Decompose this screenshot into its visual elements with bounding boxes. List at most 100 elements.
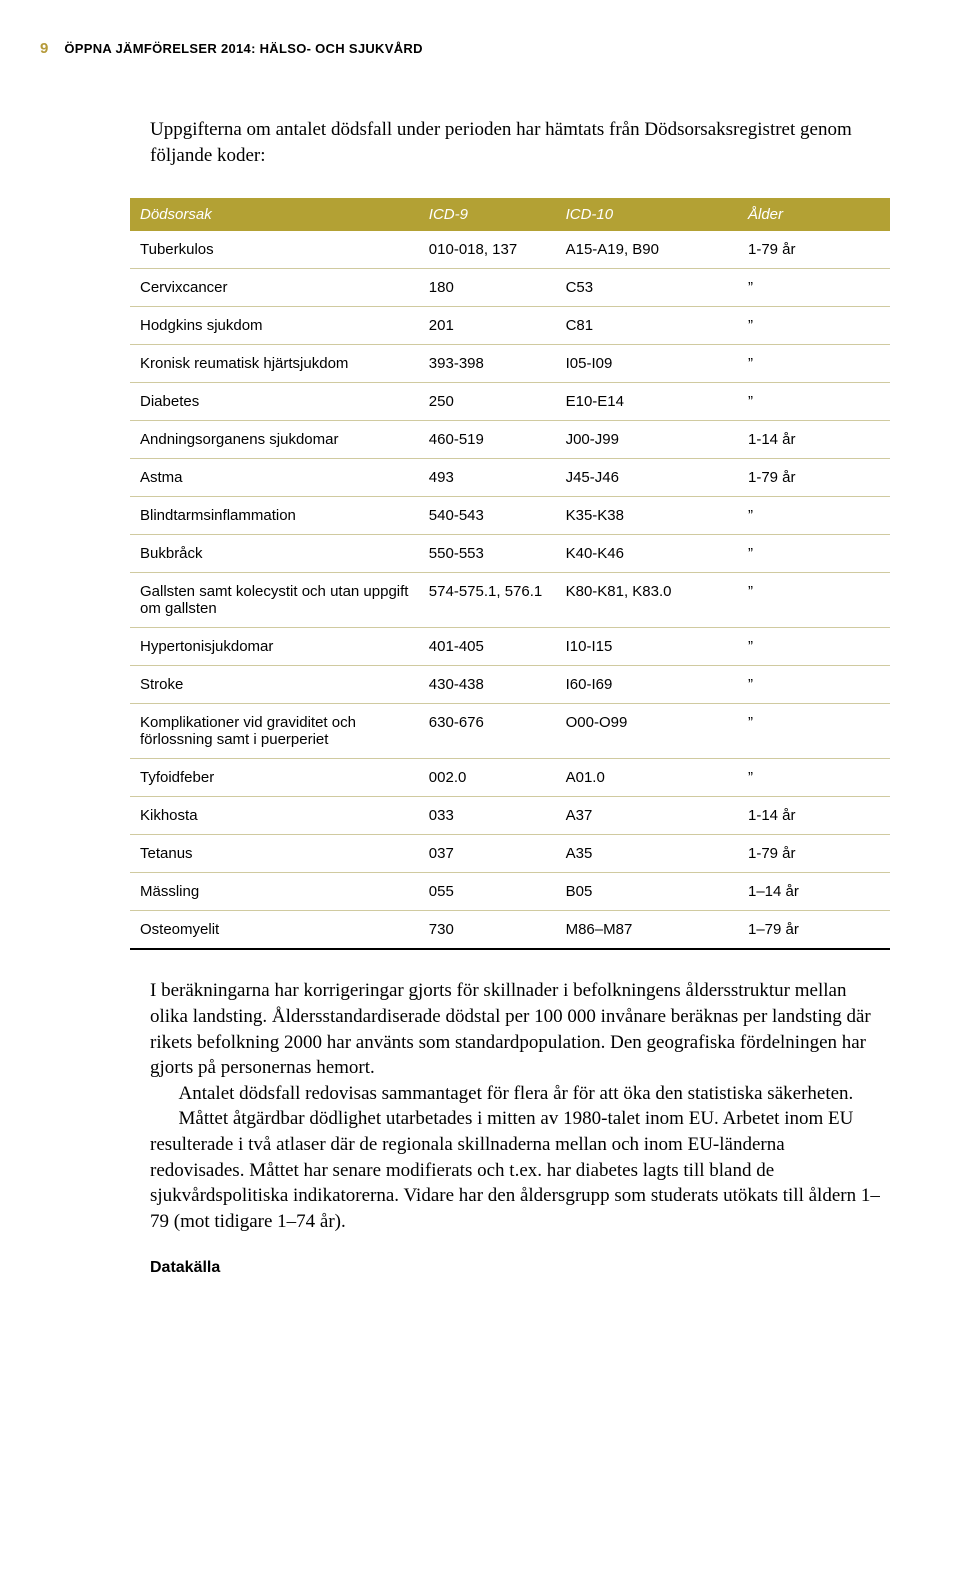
table-row: Astma493J45-J461-79 år (130, 459, 890, 497)
table-cell: ” (738, 383, 890, 421)
table-cell: K35-K38 (556, 497, 738, 535)
table-cell: 180 (419, 269, 556, 307)
table-cell: 1-79 år (738, 231, 890, 269)
table-cell: Andningsorganens sjukdomar (130, 421, 419, 459)
table-cell: E10-E14 (556, 383, 738, 421)
th-icd9: ICD-9 (419, 198, 556, 231)
table-cell: Hypertonisjukdomar (130, 628, 419, 666)
table-cell: K80-K81, K83.0 (556, 573, 738, 628)
th-age: Ålder (738, 198, 890, 231)
table-row: Tuberkulos010-018, 137A15-A19, B901-79 å… (130, 231, 890, 269)
table-cell: 1-14 år (738, 421, 890, 459)
paragraph-2: Antalet dödsfall redovisas sammantaget f… (150, 1081, 880, 1107)
table-cell: 630-676 (419, 704, 556, 759)
table-cell: 574-575.1, 576.1 (419, 573, 556, 628)
body-text: I beräkningarna har korrigeringar gjorts… (150, 978, 880, 1234)
table-cell: 1–14 år (738, 873, 890, 911)
table-cell: 002.0 (419, 759, 556, 797)
page-header: 9 ÖPPNA JÄMFÖRELSER 2014: HÄLSO- OCH SJU… (40, 40, 880, 57)
table-cell: A15-A19, B90 (556, 231, 738, 269)
table-row: Diabetes250E10-E14” (130, 383, 890, 421)
table-cell: A35 (556, 835, 738, 873)
table-cell: Gallsten samt kolecystit och utan uppgif… (130, 573, 419, 628)
table-cell: ” (738, 497, 890, 535)
table-cell: 1–79 år (738, 911, 890, 950)
table-cell: I05-I09 (556, 345, 738, 383)
table-row: Stroke430-438I60-I69” (130, 666, 890, 704)
table-cell: A37 (556, 797, 738, 835)
table-cell: Tyfoidfeber (130, 759, 419, 797)
table-cell: B05 (556, 873, 738, 911)
paragraph-3: Måttet åtgärdbar dödlighet utarbetades i… (150, 1106, 880, 1234)
table-cell: M86–M87 (556, 911, 738, 950)
table-cell: 430-438 (419, 666, 556, 704)
table-row: Mässling055B051–14 år (130, 873, 890, 911)
table-cell: 730 (419, 911, 556, 950)
table-cell: O00-O99 (556, 704, 738, 759)
table-row: Komplikationer vid graviditet och förlos… (130, 704, 890, 759)
th-cause: Dödsorsak (130, 198, 419, 231)
table-body: Tuberkulos010-018, 137A15-A19, B901-79 å… (130, 231, 890, 949)
table-cell: ” (738, 666, 890, 704)
table-cell: A01.0 (556, 759, 738, 797)
table-cell: 1-14 år (738, 797, 890, 835)
table-cell: ” (738, 759, 890, 797)
table-cell: I60-I69 (556, 666, 738, 704)
table-cell: Diabetes (130, 383, 419, 421)
table-cell: K40-K46 (556, 535, 738, 573)
table-cell: I10-I15 (556, 628, 738, 666)
table-cell: 1-79 år (738, 835, 890, 873)
table-cell: C53 (556, 269, 738, 307)
table-cell: Stroke (130, 666, 419, 704)
table-cell: 550-553 (419, 535, 556, 573)
table-cell: J00-J99 (556, 421, 738, 459)
table-row: Hodgkins sjukdom201C81” (130, 307, 890, 345)
table-cell: Komplikationer vid graviditet och förlos… (130, 704, 419, 759)
table-cell: 055 (419, 873, 556, 911)
table-cell: 401-405 (419, 628, 556, 666)
table-row: Cervixcancer180C53” (130, 269, 890, 307)
table-row: Andningsorganens sjukdomar460-519J00-J99… (130, 421, 890, 459)
table-cell: 010-018, 137 (419, 231, 556, 269)
table-cell: 493 (419, 459, 556, 497)
table-cell: ” (738, 535, 890, 573)
table-cell: 250 (419, 383, 556, 421)
table-cell: ” (738, 704, 890, 759)
table-cell: ” (738, 269, 890, 307)
data-source-heading: Datakälla (150, 1259, 880, 1277)
table-cell: 033 (419, 797, 556, 835)
document-title: ÖPPNA JÄMFÖRELSER 2014: HÄLSO- OCH SJUKV… (64, 41, 422, 56)
page-number: 9 (40, 40, 48, 57)
table-cell: 201 (419, 307, 556, 345)
table-cell: Hodgkins sjukdom (130, 307, 419, 345)
table-cell: 393-398 (419, 345, 556, 383)
table-row: Gallsten samt kolecystit och utan uppgif… (130, 573, 890, 628)
table-cell: ” (738, 307, 890, 345)
table-cell: ” (738, 573, 890, 628)
table-cell: 460-519 (419, 421, 556, 459)
table-row: Tetanus037A351-79 år (130, 835, 890, 873)
table-cell: J45-J46 (556, 459, 738, 497)
table-cell: Mässling (130, 873, 419, 911)
table-cell: Blindtarmsinflammation (130, 497, 419, 535)
table-cell: Cervixcancer (130, 269, 419, 307)
table-header-row: Dödsorsak ICD-9 ICD-10 Ålder (130, 198, 890, 231)
table-cell: Tetanus (130, 835, 419, 873)
table-row: Kronisk reumatisk hjärtsjukdom393-398I05… (130, 345, 890, 383)
table-row: Hypertonisjukdomar401-405I10-I15” (130, 628, 890, 666)
table-cell: 037 (419, 835, 556, 873)
table-cell: Astma (130, 459, 419, 497)
table-cell: Tuberkulos (130, 231, 419, 269)
table-row: Tyfoidfeber002.0A01.0” (130, 759, 890, 797)
table-cell: Bukbråck (130, 535, 419, 573)
intro-paragraph: Uppgifterna om antalet dödsfall under pe… (150, 117, 880, 168)
table-cell: ” (738, 345, 890, 383)
table-cell: 540-543 (419, 497, 556, 535)
codes-table: Dödsorsak ICD-9 ICD-10 Ålder Tuberkulos0… (130, 198, 890, 950)
table-cell: Osteomyelit (130, 911, 419, 950)
table-cell: C81 (556, 307, 738, 345)
table-row: Blindtarmsinflammation540-543K35-K38” (130, 497, 890, 535)
th-icd10: ICD-10 (556, 198, 738, 231)
table-cell: ” (738, 628, 890, 666)
table-cell: Kronisk reumatisk hjärtsjukdom (130, 345, 419, 383)
